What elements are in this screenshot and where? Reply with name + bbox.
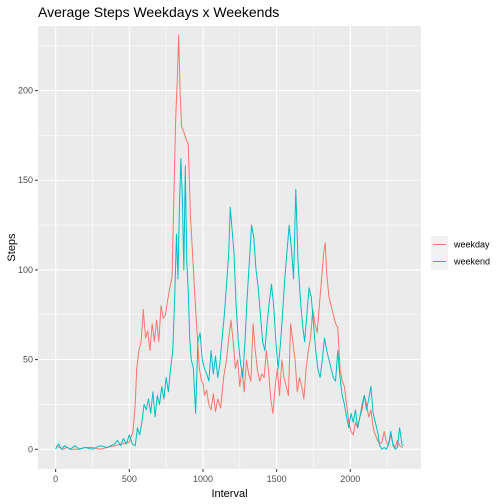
y-tick-label: 100 (18, 265, 33, 275)
legend: weekday weekend (431, 236, 490, 270)
y-axis-title: Steps (6, 233, 18, 262)
x-tick-label: 1000 (193, 474, 213, 484)
plot-panel (38, 26, 421, 469)
minor-gridlines (38, 26, 421, 469)
series-line-weekend (55, 158, 404, 450)
chart-title: Average Steps Weekdays x Weekends (38, 4, 279, 20)
y-tick-label: 0 (28, 444, 33, 454)
x-axis-title: Interval (211, 488, 247, 500)
y-axis-ticks: 0 50 100 150 200 (18, 86, 38, 454)
x-tick-label: 500 (122, 474, 137, 484)
y-tick-label: 50 (23, 355, 33, 365)
x-axis-ticks: 0 500 1000 1500 2000 (53, 469, 360, 484)
legend-label-weekend: weekend (453, 257, 490, 267)
y-tick-label: 200 (18, 86, 33, 96)
x-tick-label: 2000 (340, 474, 360, 484)
series-lines (55, 34, 404, 450)
x-tick-label: 1500 (267, 474, 287, 484)
y-tick-label: 150 (18, 175, 33, 185)
series-line-weekday (55, 34, 403, 450)
x-tick-label: 0 (53, 474, 58, 484)
legend-label-weekday: weekday (453, 240, 490, 250)
